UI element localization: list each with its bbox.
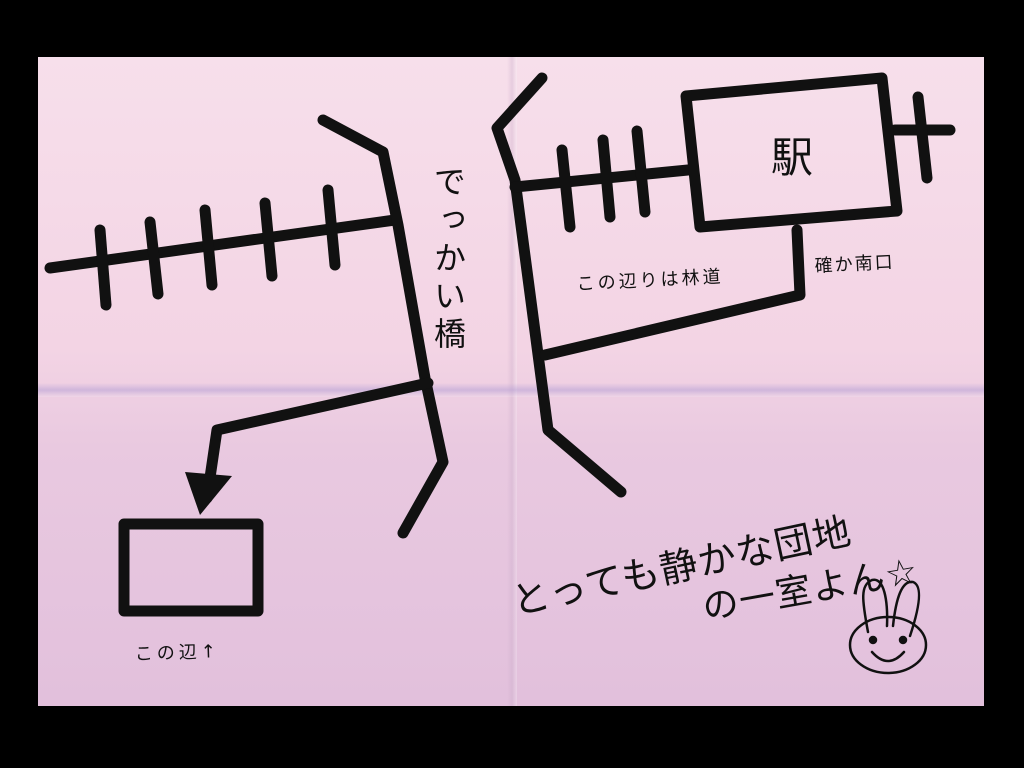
around-here-label: この辺↑ (134, 641, 220, 665)
forest-road-label: この辺りは林道 (576, 266, 724, 295)
station-label: 駅 (771, 133, 813, 182)
bunny-face-icon (848, 578, 928, 675)
paper-fold-horizontal (38, 383, 984, 397)
railway-right (509, 91, 956, 233)
destination-box (118, 518, 264, 617)
paper-fold-vertical (507, 57, 517, 706)
road-to-bridge (539, 224, 806, 361)
south-exit-label: 確か南口 (814, 252, 895, 277)
railway-left (44, 184, 401, 311)
river-bank-left (317, 114, 449, 539)
big-bridge-label: でっかい橋 (429, 165, 467, 355)
road-to-destination (201, 377, 434, 504)
arrow-down-icon (185, 472, 232, 515)
station-box (680, 72, 903, 233)
river-bank-right (491, 72, 627, 498)
